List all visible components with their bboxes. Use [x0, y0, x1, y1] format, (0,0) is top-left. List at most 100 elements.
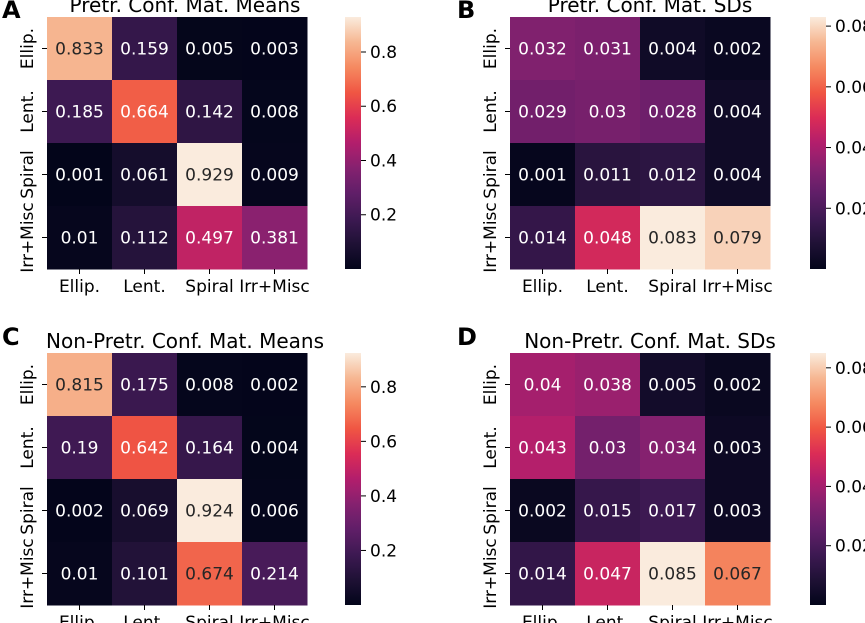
heatmap-cell — [705, 353, 771, 417]
x-tick-label: Irr+Misc — [702, 613, 773, 623]
heatmap-cell — [510, 479, 576, 543]
x-tick-label: Lent. — [586, 277, 628, 297]
panel-d: D Non-Pretr. Conf. Mat. SDs 0.04 0.038 0.005… — [457, 323, 865, 623]
heatmap-cell — [575, 353, 641, 417]
panel-label: C — [2, 323, 20, 351]
panel-title: Pretr. Conf. Mat. SDs — [548, 0, 753, 17]
heatmap-cell — [242, 17, 308, 81]
cell-value-label: 0.004 — [250, 439, 299, 459]
heatmap-cell — [112, 353, 178, 417]
cell-value-label: 0.005 — [648, 376, 697, 396]
x-tick-label: Ellip. — [59, 277, 100, 297]
heatmap-cell — [112, 542, 178, 606]
heatmap-cell — [705, 80, 771, 144]
y-tick-label: Spiral — [481, 150, 501, 198]
colorbar — [345, 17, 361, 269]
x-tick-label: Spiral — [185, 277, 233, 297]
cell-value-label: 0.012 — [648, 166, 697, 186]
cell-value-label: 0.034 — [648, 439, 697, 459]
cell-value-label: 0.002 — [55, 502, 104, 522]
heatmap-cell — [510, 143, 576, 207]
heatmap-cell — [47, 143, 113, 207]
cell-value-label: 0.002 — [518, 502, 567, 522]
x-tick-label: Spiral — [648, 277, 696, 297]
heatmap-cell — [510, 206, 576, 270]
heatmap-cell — [640, 416, 706, 480]
colorbar-tick-label: 0.2 — [370, 206, 397, 226]
cell-value-label: 0.381 — [250, 229, 299, 249]
cell-value-label: 0.031 — [583, 40, 632, 60]
y-tick-label: Ellip. — [481, 364, 501, 405]
colorbar-tick-label: 0.8 — [370, 43, 397, 63]
heatmap-cell — [177, 206, 243, 270]
colorbar-tick-label: 0.4 — [370, 151, 397, 171]
heatmap-cell — [242, 143, 308, 207]
x-tick-label: Spiral — [185, 613, 233, 623]
cell-value-label: 0.061 — [120, 166, 169, 186]
y-tick-label: Spiral — [18, 486, 38, 534]
heatmap-cell — [705, 416, 771, 480]
cell-value-label: 0.015 — [583, 502, 632, 522]
colorbar — [810, 17, 826, 269]
colorbar-tick-label: 0.2 — [370, 541, 397, 561]
heatmap-cell — [177, 143, 243, 207]
heatmap-cell — [575, 17, 641, 81]
heatmap-cell — [705, 206, 771, 270]
cell-value-label: 0.03 — [589, 439, 627, 459]
heatmap-cell — [177, 353, 243, 417]
y-tick-label: Spiral — [18, 150, 38, 198]
cell-value-label: 0.175 — [120, 376, 169, 396]
cell-value-label: 0.047 — [583, 565, 632, 585]
cell-value-label: 0.085 — [648, 565, 697, 585]
x-tick-label: Irr+Misc — [239, 277, 310, 297]
heatmap-cell — [177, 479, 243, 543]
y-tick-label: Ellip. — [18, 28, 38, 69]
panel-label: B — [457, 0, 475, 24]
cell-value-label: 0.497 — [185, 229, 234, 249]
heatmap-cell — [47, 542, 113, 606]
cell-value-label: 0.642 — [120, 439, 169, 459]
heatmap-cell — [177, 80, 243, 144]
x-tick-label: Lent. — [123, 613, 165, 623]
heatmap-cell — [705, 17, 771, 81]
heatmap-cell — [575, 479, 641, 543]
panel-title: Pretr. Conf. Mat. Means — [70, 0, 301, 17]
heatmap-cell — [575, 542, 641, 606]
cell-value-label: 0.008 — [185, 376, 234, 396]
cell-value-label: 0.101 — [120, 565, 169, 585]
heatmap-cell — [112, 206, 178, 270]
cell-value-label: 0.664 — [120, 103, 169, 123]
cell-value-label: 0.069 — [120, 502, 169, 522]
x-tick-label: Lent. — [586, 613, 628, 623]
cell-value-label: 0.004 — [713, 103, 762, 123]
cell-value-label: 0.005 — [185, 40, 234, 60]
cell-value-label: 0.079 — [713, 229, 762, 249]
colorbar-tick-label: 0.02 — [835, 199, 865, 219]
heatmap-cell — [177, 17, 243, 81]
x-tick-label: Irr+Misc — [239, 613, 310, 623]
y-tick-label: Irr+Misc — [18, 538, 38, 609]
heatmap-cell — [242, 80, 308, 144]
cell-value-label: 0.083 — [648, 229, 697, 249]
heatmap-cell — [640, 143, 706, 207]
x-tick-label: Spiral — [648, 613, 696, 623]
colorbar-tick-label: 0.4 — [370, 487, 397, 507]
y-tick-label: Lent. — [18, 426, 38, 468]
heatmap-cell — [640, 80, 706, 144]
cell-value-label: 0.038 — [583, 376, 632, 396]
heatmap-cell — [112, 143, 178, 207]
colorbar-tick-label: 0.08 — [835, 17, 865, 37]
x-tick-label: Lent. — [123, 277, 165, 297]
colorbar-tick-label: 0.8 — [370, 378, 397, 398]
colorbar-tick-label: 0.04 — [835, 477, 865, 497]
cell-value-label: 0.164 — [185, 439, 234, 459]
heatmap-cell — [47, 80, 113, 144]
x-tick-label: Ellip. — [522, 613, 563, 623]
heatmap-cell — [575, 143, 641, 207]
heatmap-cell — [112, 80, 178, 144]
cell-value-label: 0.833 — [55, 40, 104, 60]
heatmap-cell — [640, 353, 706, 417]
heatmap-cell — [640, 542, 706, 606]
cell-value-label: 0.017 — [648, 502, 697, 522]
cell-value-label: 0.003 — [713, 502, 762, 522]
